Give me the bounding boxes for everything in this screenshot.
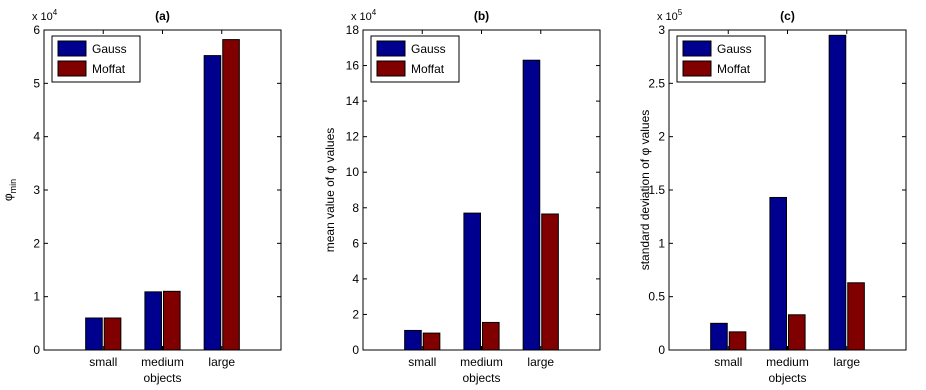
y-tick-label: 1 xyxy=(658,236,665,250)
plot-area xyxy=(363,30,600,350)
legend-label-moffat: Moffat xyxy=(717,62,751,76)
bar-gauss-large xyxy=(203,55,222,351)
x-tick-label: medium xyxy=(141,355,184,369)
bar-moffat-large xyxy=(541,213,559,351)
bar-moffat-large xyxy=(222,39,240,351)
y-exponent-label: x 105 xyxy=(657,8,683,23)
legend-label-gauss: Gauss xyxy=(717,42,752,56)
legend-swatch-moffat xyxy=(57,60,87,77)
legend-swatch-moffat xyxy=(682,60,712,77)
x-axis-label: objects xyxy=(768,371,806,385)
bar-moffat-large xyxy=(847,282,865,351)
legend-label-moffat: Moffat xyxy=(92,62,126,76)
bar-gauss-medium xyxy=(769,196,787,351)
y-tick-label: 2 xyxy=(352,307,359,321)
x-tick-label: medium xyxy=(460,355,503,369)
panel-1: small medium large 0 1 2 3 4 5 6x 104 (a) objects φm… xyxy=(1,8,282,385)
legend-swatch-gauss xyxy=(682,40,712,57)
chart-title: (a) xyxy=(155,9,170,23)
bar-gauss-small xyxy=(404,329,422,351)
y-tick-label: 2.5 xyxy=(648,76,665,90)
bar-moffat-medium xyxy=(788,314,806,351)
bar-gauss-large xyxy=(828,34,847,351)
y-axis-label: mean value of φ values xyxy=(323,128,337,253)
legend: Gauss Moffat xyxy=(676,35,766,83)
y-tick-label: 1.5 xyxy=(648,183,665,197)
x-tick-label: medium xyxy=(766,355,809,369)
y-tick-label: 10 xyxy=(346,165,360,179)
y-exponent-label: x 104 xyxy=(351,8,377,23)
x-tick-label: small xyxy=(408,355,436,369)
chart-title: (c) xyxy=(780,9,795,23)
bar-gauss-small xyxy=(85,317,103,351)
y-tick-label: 14 xyxy=(346,94,360,108)
x-axis-label: objects xyxy=(143,371,181,385)
y-axis-label: φmin xyxy=(1,179,18,201)
y-tick-label: 0 xyxy=(33,343,40,357)
x-tick-label: large xyxy=(208,355,235,369)
bar-gauss-large xyxy=(522,59,541,351)
x-tick-label: large xyxy=(833,355,860,369)
y-tick-label: 4 xyxy=(352,272,359,286)
legend-swatch-gauss xyxy=(57,40,87,57)
axes-box xyxy=(362,29,601,351)
y-tick-label: 6 xyxy=(352,236,359,250)
x-tick-label: small xyxy=(714,355,742,369)
panel-2: small medium large 0 2 4 6 8 10 12 14 16 18x 104 (b) o… xyxy=(323,8,601,385)
legend: Gauss Moffat xyxy=(51,35,141,83)
y-tick-label: 3 xyxy=(658,23,665,37)
y-tick-label: 5 xyxy=(33,76,40,90)
legend: Gauss Moffat xyxy=(370,35,460,83)
legend-label-moffat: Moffat xyxy=(411,62,445,76)
x-axis-label: objects xyxy=(462,371,500,385)
y-tick-label: 0.5 xyxy=(648,290,665,304)
y-axis-label: standard deviation of φ values xyxy=(638,110,652,271)
y-tick-label: 3 xyxy=(33,183,40,197)
y-exponent-label: x 104 xyxy=(32,8,58,23)
bar-moffat-small xyxy=(422,332,441,351)
bar-moffat-medium xyxy=(482,321,500,351)
panel-3: small medium large 0 0.5 1 1.5 2 2.5 3x 105 (c) obj… xyxy=(638,8,907,385)
y-tick-label: 6 xyxy=(33,23,40,37)
y-tick-label: 8 xyxy=(352,201,359,215)
bar-moffat-small xyxy=(103,317,122,351)
y-tick-label: 4 xyxy=(33,130,40,144)
y-tick-label: 2 xyxy=(658,130,665,144)
plot-area xyxy=(669,30,906,350)
y-tick-label: 18 xyxy=(346,23,360,37)
bar-moffat-medium xyxy=(163,290,181,351)
x-tick-label: small xyxy=(89,355,117,369)
chart-title: (b) xyxy=(474,9,489,23)
legend-swatch-gauss xyxy=(376,40,406,57)
y-tick-label: 16 xyxy=(346,59,360,73)
y-tick-label: 0 xyxy=(658,343,665,357)
legend-label-gauss: Gauss xyxy=(92,42,127,56)
plot-area xyxy=(44,30,281,350)
y-tick-label: 1 xyxy=(33,290,40,304)
y-tick-label: 0 xyxy=(352,343,359,357)
x-tick-label: large xyxy=(527,355,554,369)
legend-label-gauss: Gauss xyxy=(411,42,446,56)
bar-gauss-small xyxy=(710,322,728,351)
y-tick-label: 12 xyxy=(346,130,360,144)
bar-gauss-medium xyxy=(463,212,482,351)
y-tick-label: 2 xyxy=(33,236,40,250)
legend-swatch-moffat xyxy=(376,60,406,77)
bar-moffat-small xyxy=(728,331,747,351)
bar-gauss-medium xyxy=(144,291,163,351)
